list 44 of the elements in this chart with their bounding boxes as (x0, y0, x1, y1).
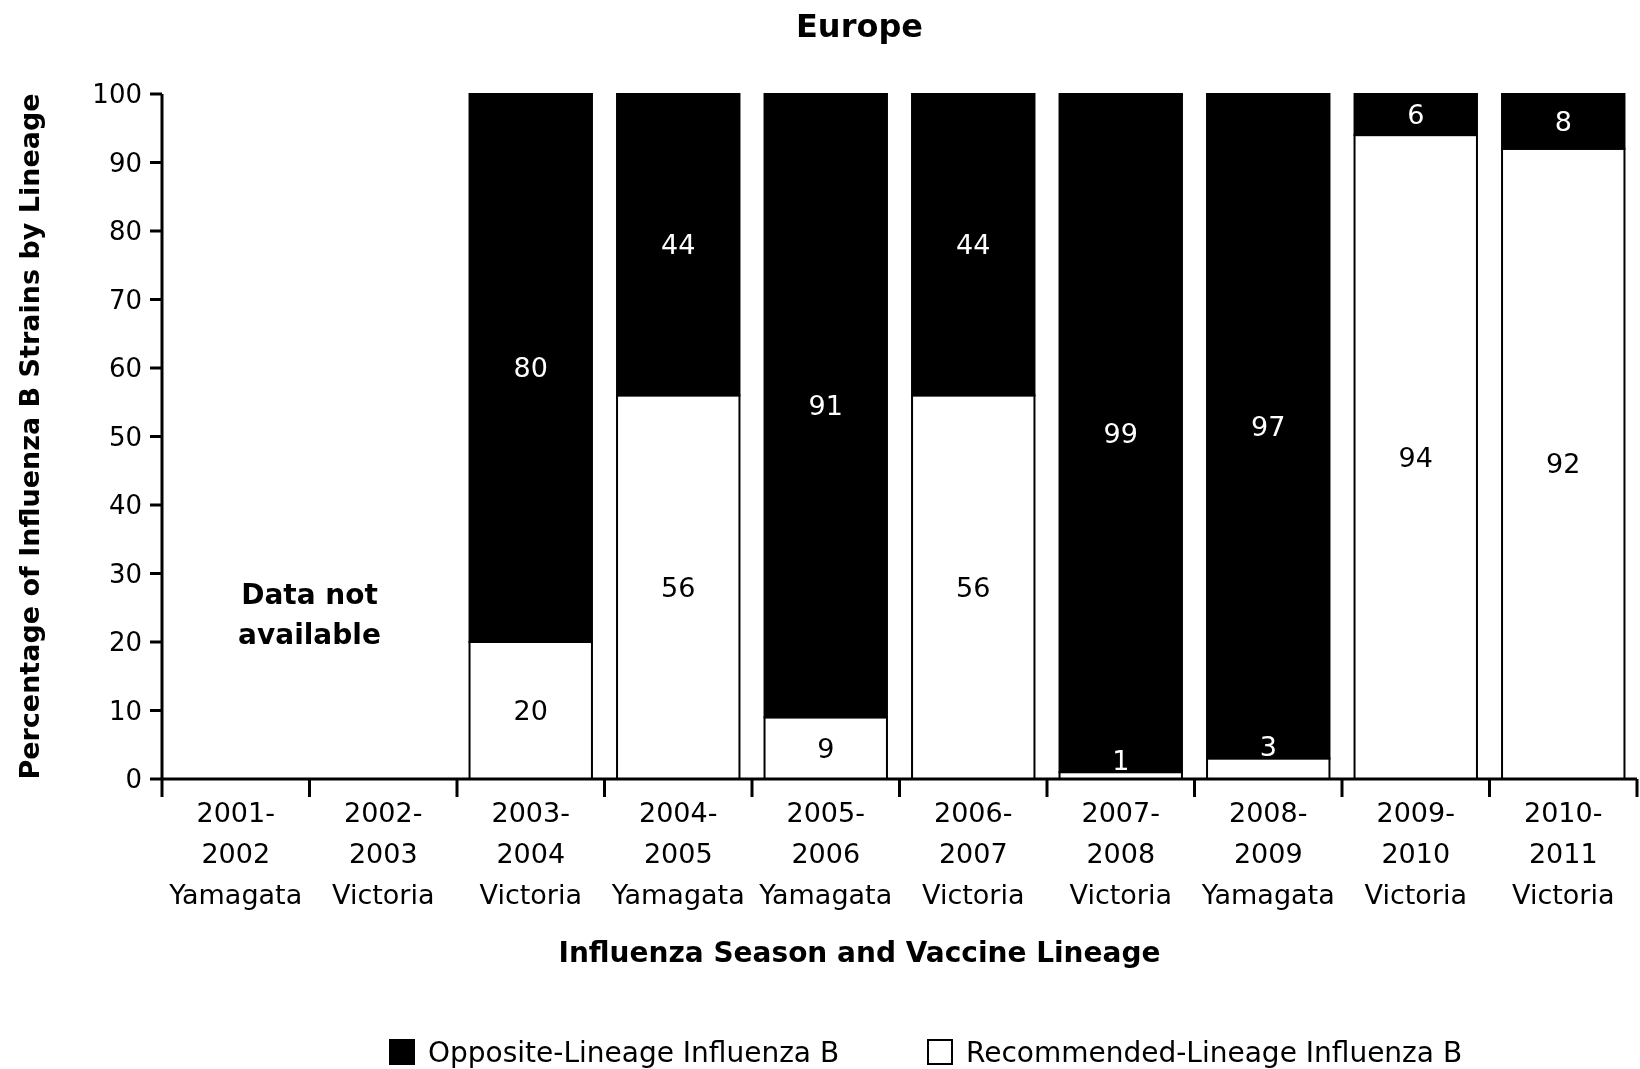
x-tick-label: 2002- 2003 Victoria (332, 797, 435, 911)
chart-title: Europe (795, 7, 924, 46)
y-tick-label: 10 (108, 695, 142, 726)
data-label: 94 (1398, 441, 1433, 473)
y-tick-label: 90 (108, 147, 142, 178)
data-label: 97 (1251, 410, 1286, 442)
data-label: 80 (513, 352, 548, 384)
x-tick-label: 2001- 2002 Yamagata (168, 797, 303, 911)
y-axis-title: Percentage of Influenza B Strains by Lineage (14, 93, 46, 780)
y-tick-label: 40 (108, 490, 142, 521)
y-tick-label: 80 (108, 216, 142, 247)
data-label: 3 (1259, 730, 1277, 762)
data-label: 56 (661, 571, 696, 603)
data-label: 99 (1103, 417, 1138, 449)
y-tick-label: 60 (108, 353, 142, 384)
data-label: 9 (817, 732, 835, 764)
data-label: 1 (1112, 744, 1130, 776)
y-tick-label: 50 (108, 421, 142, 452)
data-label: 91 (808, 390, 843, 422)
x-axis-title: Influenza Season and Vaccine Lineage (558, 935, 1161, 969)
x-tick-label: 2004- 2005 Yamagata (610, 797, 745, 911)
x-tick-label: 2006- 2007 Victoria (922, 797, 1025, 911)
y-tick-label: 30 (108, 558, 142, 589)
y-tick-label: 100 (92, 79, 142, 110)
data-label: 20 (513, 694, 548, 726)
data-label: 6 (1407, 99, 1425, 130)
y-tick-label: 0 (125, 764, 142, 795)
y-tick-label: 20 (108, 627, 142, 658)
x-tick-label: 2010- 2011 Victoria (1512, 797, 1615, 911)
x-tick-label: 2005- 2006 Yamagata (758, 797, 893, 911)
data-label: 56 (956, 571, 991, 603)
bar (1058, 93, 1183, 774)
y-tick-label: 70 (108, 284, 142, 315)
annotation: Data not available (238, 577, 381, 651)
data-label: 92 (1546, 448, 1581, 480)
x-tick-label: 2003- 2004 Victoria (479, 797, 582, 911)
legend-label: Opposite-Lineage Influenza B (428, 1035, 840, 1069)
x-tick-label: 2009- 2010 Victoria (1364, 797, 1467, 911)
legend-label: Recommended-Lineage Influenza B (966, 1035, 1463, 1069)
data-label: 8 (1554, 105, 1572, 137)
data-label: 44 (956, 229, 991, 261)
x-tick-label: 2008- 2009 Yamagata (1200, 797, 1335, 911)
data-label: 44 (661, 229, 696, 261)
x-tick-label: 2007- 2008 Victoria (1069, 797, 1172, 911)
